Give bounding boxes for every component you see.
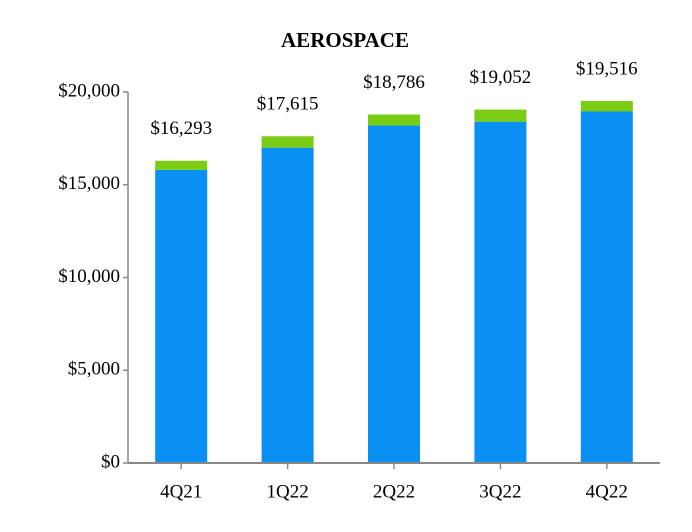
- bar-segment: [155, 169, 208, 463]
- x-tick-label: 4Q22: [586, 481, 628, 502]
- chart-title: AEROSPACE: [281, 28, 409, 52]
- bar-segment: [580, 100, 633, 112]
- total-label: $19,516: [576, 58, 638, 79]
- y-tick-label: $10,000: [58, 266, 120, 287]
- y-tick-label: $5,000: [68, 359, 120, 380]
- bar-segment: [368, 125, 420, 463]
- bar-segment: [474, 121, 527, 464]
- y-tick-label: $15,000: [58, 173, 120, 194]
- bar-segment: [474, 109, 527, 122]
- y-tick-label: $0: [101, 451, 120, 472]
- total-label: $18,786: [363, 72, 425, 93]
- bar-segment: [368, 114, 420, 126]
- x-tick-label: 2Q22: [373, 481, 415, 502]
- x-tick-label: 1Q22: [266, 481, 308, 502]
- total-label: $19,052: [470, 67, 532, 88]
- x-tick-label: 3Q22: [479, 481, 521, 502]
- x-tick-label: 4Q21: [160, 481, 202, 502]
- total-label: $16,293: [150, 118, 212, 139]
- bar-segment: [580, 111, 633, 463]
- bar-segment: [261, 147, 314, 463]
- bar-segment: [155, 160, 208, 170]
- y-tick-label: $20,000: [58, 80, 120, 101]
- total-label: $17,615: [257, 94, 319, 115]
- bar-segment: [261, 136, 314, 148]
